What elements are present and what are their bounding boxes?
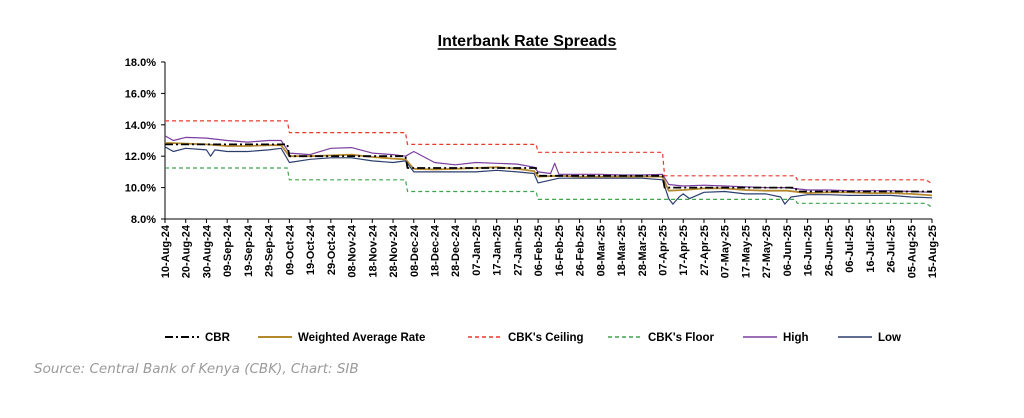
legend-label: CBR — [205, 332, 231, 344]
x-tick-label: 17-Apr-25 — [678, 225, 690, 276]
x-tick-label: 16-Jun-25 — [803, 225, 815, 276]
series-line-cbk-s-floor — [165, 167, 933, 208]
x-tick-label: 18-Dec-24 — [429, 224, 441, 277]
series-line-weighted-average-rate — [164, 142, 933, 197]
y-tick-label: 12.0% — [125, 151, 156, 163]
x-tick-label: 06-Jun-25 — [782, 225, 794, 276]
x-tick-label: 26-Jul-25 — [886, 225, 898, 273]
series-line-cbk-s-ceiling — [165, 120, 933, 185]
series-layer — [164, 120, 933, 208]
chart-title: Interbank Rate Spreads — [438, 33, 617, 50]
source-caption: Source: Central Bank of Kenya (CBK), Cha… — [34, 361, 359, 377]
legend-label: Low — [878, 332, 901, 344]
x-tick-label: 17-May-25 — [740, 225, 752, 278]
x-tick-label: 16-Feb-25 — [554, 225, 566, 276]
x-tick-label: 26-Feb-25 — [575, 225, 587, 276]
legend-label: High — [783, 332, 809, 344]
y-tick-label: 10.0% — [125, 183, 156, 195]
series-line-low — [164, 146, 933, 205]
x-tick-label: 17-Jan-25 — [492, 225, 504, 276]
x-tick-label: 20-Aug-24 — [181, 224, 193, 278]
y-tick-label: 8.0% — [131, 214, 156, 226]
x-tick-label: 16-Jul-25 — [865, 225, 877, 273]
x-tick-label: 05-Aug-25 — [906, 225, 918, 278]
series-line-cbr — [165, 143, 932, 193]
x-tick-label: 10-Aug-24 — [160, 224, 172, 278]
legend-label: CBK's Floor — [648, 332, 715, 344]
x-tick-label: 19-Sep-24 — [243, 224, 255, 277]
legend: CBR Weighted Average Rate CBK's Ceiling CBK… — [165, 332, 901, 344]
x-tick-label: 26-Jun-25 — [823, 225, 835, 276]
x-tick-label: 07-Apr-25 — [658, 225, 670, 276]
x-tick-label: 09-Oct-24 — [284, 224, 296, 275]
x-tick-label: 28-Mar-25 — [637, 225, 649, 276]
x-tick-label: 06-Feb-25 — [533, 225, 545, 276]
x-tick-label: 08-Dec-24 — [409, 224, 421, 277]
x-tick-label: 28-Dec-24 — [450, 224, 462, 277]
x-tick-label: 29-Oct-24 — [326, 224, 338, 275]
x-tick-label: 07-May-25 — [720, 225, 732, 278]
y-axis: 8.0% 10.0% 12.0% 14.0% 16.0% 18.0% — [125, 57, 166, 226]
x-tick-label: 09-Sep-24 — [222, 224, 234, 277]
x-tick-label: 08-Nov-24 — [347, 224, 359, 277]
x-axis: 10-Aug-24 20-Aug-24 30-Aug-24 09-Sep-24 19-S… — [160, 218, 939, 278]
x-tick-label: 27-Jan-25 — [512, 225, 524, 276]
x-tick-label: 18-Nov-24 — [367, 224, 379, 277]
x-tick-label: 18-Mar-25 — [616, 225, 628, 276]
legend-label: CBK's Ceiling — [508, 332, 584, 344]
y-tick-label: 16.0% — [125, 88, 156, 100]
x-tick-label: 19-Oct-24 — [305, 224, 317, 275]
x-tick-label: 29-Sep-24 — [264, 224, 276, 277]
y-tick-label: 14.0% — [125, 120, 156, 132]
x-tick-label: 07-Jan-25 — [471, 225, 483, 276]
y-tick-label: 18.0% — [125, 57, 156, 69]
x-tick-label: 30-Aug-24 — [201, 224, 213, 278]
x-tick-label: 08-Mar-25 — [595, 225, 607, 276]
x-tick-label: 15-Aug-25 — [927, 225, 939, 278]
x-tick-label: 28-Nov-24 — [388, 224, 400, 277]
legend-label: Weighted Average Rate — [298, 332, 425, 344]
x-tick-label: 06-Jul-25 — [844, 225, 856, 273]
chart-title-group: Interbank Rate Spreads — [437, 33, 617, 50]
x-tick-label: 27-May-25 — [761, 225, 773, 278]
x-tick-label: 27-Apr-25 — [699, 225, 711, 276]
